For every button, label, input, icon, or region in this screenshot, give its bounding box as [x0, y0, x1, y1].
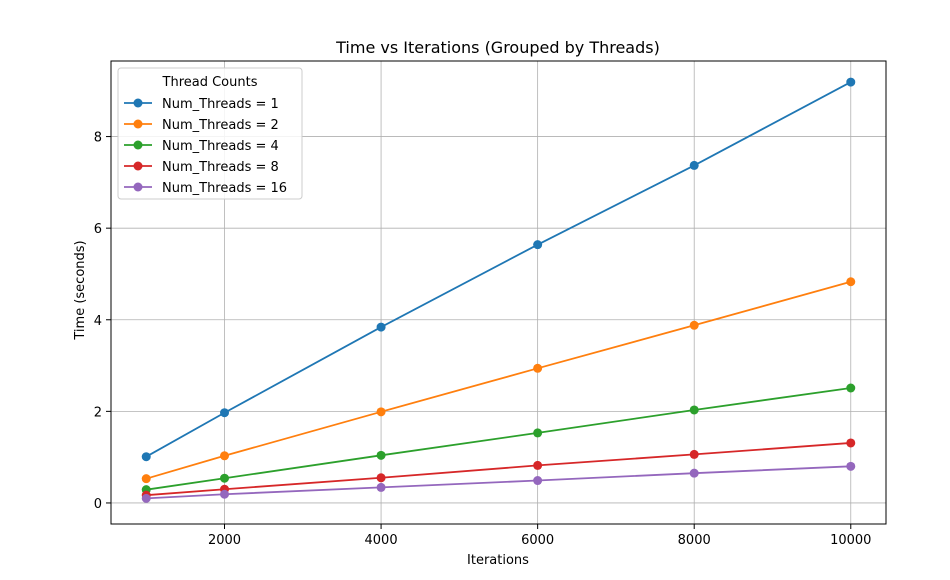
series-line: [145, 81, 852, 458]
legend-entries: Num_Threads = 1 Num_Threads = 2 Num_Thread…: [124, 97, 287, 196]
data-point: [220, 473, 230, 483]
legend-entry: Num_Threads = 1: [124, 97, 279, 112]
series-4: [141, 438, 856, 500]
legend-entry: Num_Threads = 2: [124, 118, 279, 133]
chart-title: Time vs Iterations (Grouped by Threads): [335, 38, 660, 57]
data-point: [220, 451, 230, 461]
y-tick-label: 6: [94, 222, 102, 237]
data-point: [689, 405, 699, 415]
data-point: [846, 77, 856, 87]
legend-label: Num_Threads = 8: [162, 160, 279, 175]
legend-swatch-marker: [133, 182, 143, 192]
y-tick-label: 0: [94, 497, 102, 512]
series-5: [141, 461, 856, 503]
data-point: [846, 383, 856, 393]
legend-title: Thread Counts: [162, 75, 258, 90]
legend-box: [117, 67, 303, 200]
data-point: [141, 452, 151, 462]
series-line: [146, 465, 851, 500]
series-line: [146, 442, 851, 497]
legend-swatch-marker: [133, 119, 143, 129]
data-point: [846, 438, 856, 448]
legend-label: Num_Threads = 2: [162, 118, 279, 133]
series-1: [141, 77, 856, 462]
x-tick-label: 6000: [521, 533, 554, 548]
series-2: [141, 277, 856, 484]
data-point: [689, 160, 699, 170]
legend-entry: Num_Threads = 8: [124, 160, 279, 175]
data-point: [533, 363, 543, 373]
x-axis-title: Iterations: [467, 553, 529, 568]
y-axis-title: Time (seconds): [73, 240, 88, 340]
data-point: [533, 460, 543, 470]
data-point: [220, 489, 230, 499]
data-point: [141, 474, 151, 484]
x-tick-label: 8000: [678, 533, 711, 548]
data-point: [220, 408, 230, 418]
y-tick-label: 8: [94, 131, 102, 146]
data-point: [376, 407, 386, 417]
data-point: [689, 320, 699, 330]
data-point: [376, 450, 386, 460]
data-point: [376, 482, 386, 492]
legend-label: Num_Threads = 16: [162, 181, 287, 196]
data-point: [376, 473, 386, 483]
legend: Thread Counts Num_Threads = 1Num_Threads…: [117, 67, 303, 200]
series-3: [141, 383, 856, 495]
legend-label: Num_Threads = 1: [162, 97, 279, 112]
plot-frame: [110, 60, 887, 525]
legend-swatch-marker: [133, 98, 143, 108]
legend-swatch-marker: [133, 161, 143, 171]
data-point: [689, 449, 699, 459]
data-point: [846, 461, 856, 471]
legend-entry: Num_Threads = 4: [124, 139, 279, 154]
series-layer: [141, 77, 856, 503]
x-tick-label: 4000: [365, 533, 398, 548]
x-tick-label: 2000: [208, 533, 241, 548]
data-point: [533, 428, 543, 438]
legend-swatch-marker: [133, 140, 143, 150]
data-point: [376, 322, 386, 332]
data-point: [141, 493, 151, 503]
legend-label: Num_Threads = 4: [162, 139, 279, 154]
grid: [111, 61, 886, 524]
series-line: [146, 387, 851, 491]
data-point: [689, 468, 699, 478]
series-line: [145, 280, 852, 480]
data-point: [533, 240, 543, 250]
legend-entry: Num_Threads = 16: [124, 181, 287, 196]
data-point: [846, 277, 856, 287]
y-tick-label: 2: [94, 405, 102, 420]
x-tick-label: 10000: [830, 533, 871, 548]
y-tick-label: 4: [94, 314, 102, 329]
data-point: [533, 476, 543, 486]
axes: 2000 4000 6000 8000 10000 0 2 4 6 8: [94, 131, 872, 548]
